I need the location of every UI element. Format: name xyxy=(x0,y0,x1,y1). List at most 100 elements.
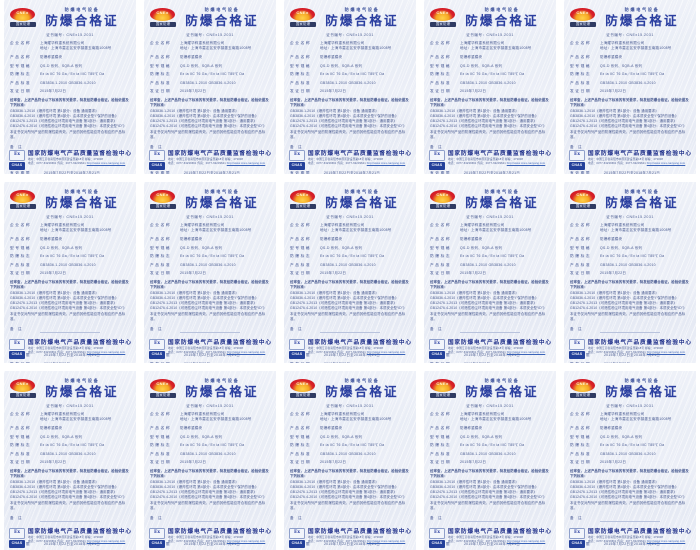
field-value: QS-D 系列、SQB-A 系列 xyxy=(180,63,223,68)
cnas-mark-icon xyxy=(429,540,445,548)
field-row: 产品名称 防爆称重模块 xyxy=(290,426,410,431)
field-row: 发证日期 2015年7月22日 xyxy=(570,271,690,276)
field-value: QS-D 系列、SQB-A 系列 xyxy=(600,63,643,68)
field-label: 防爆标志 xyxy=(10,254,32,259)
field-value-line1: 上海耀华称重系统有限公司 xyxy=(40,41,85,45)
field-label: 防爆标志 xyxy=(430,443,452,448)
certificate-footer: 国家防爆电气产品质量监督检验中心 地址：中国江苏省南阳市中原区建设西路18号 邮… xyxy=(144,150,276,170)
field-row: 型号规格 QS-D 系列、SQB-A 系列 xyxy=(150,435,270,440)
field-row: 防爆标志 Ex ia IIC T6 Ga／Ex ia IIIC T85℃ Da xyxy=(150,443,270,448)
certificate-thumbnail[interactable]: CNEx 国家防爆 防爆电气设备 防爆合格证 证书编号：CNEx15.2031 … xyxy=(560,180,700,369)
field-label: 防爆标志 xyxy=(150,443,172,448)
paragraph-line: GB3836.4-2010《爆炸性环境 第4部分：由本质安全型“i”保护的设备》 xyxy=(10,484,119,489)
certificate-thumbnail[interactable]: CNEx 国家防爆 防爆电气设备 防爆合格证 证书编号：CNEx15.2031 … xyxy=(280,369,420,550)
cnex-logo: CNEx 国家防爆 xyxy=(290,7,316,27)
field-value: GB3836.1-2010 GB3836.4-2010 xyxy=(40,80,96,85)
certificate-number: 证书编号：CNEx15.2031 xyxy=(326,404,374,408)
field-label: 型号规格 xyxy=(430,63,452,68)
field-value: GB3836.1-2010 GB3836.4-2010 xyxy=(320,80,376,85)
paragraph-line: 经审查，上述产品符合以下标准的有关要求，特发给防爆合格证。检验依据及下列标准： xyxy=(150,468,269,479)
certificate-fields: 企业名称 上海耀华称重系统有限公司 地址：上海市嘉定区安亭镇墨玉南路1008号 … xyxy=(430,223,550,277)
remark-row: 备 注 xyxy=(570,516,690,522)
organization-address: 地址：中国江苏省南阳市中原区建设西路18号 邮编：473008 xyxy=(448,536,523,539)
certificate-title: 防爆合格证 xyxy=(185,383,259,399)
certificate-supertitle: 防爆电气设备 xyxy=(344,377,380,383)
field-label: 产品标准 xyxy=(570,262,592,267)
organization-website: http://www.cnex-nanyang.com xyxy=(646,540,686,544)
certificate-thumbnail[interactable]: CNEx 国家防爆 防爆电气设备 防爆合格证 证书编号：CNEx15.2031 … xyxy=(420,0,560,180)
issuing-organization: 国家防爆电气产品质量监督检验中心 xyxy=(308,529,412,535)
certificate-thumbnail[interactable]: CNEx 国家防爆 防爆电气设备 防爆合格证 证书编号：CNEx15.2031 … xyxy=(140,369,280,550)
certificate-thumbnail[interactable]: CNEx 国家防爆 防爆电气设备 防爆合格证 证书编号：CNEx15.2031 … xyxy=(280,180,420,369)
certificate-footer: 国家防爆电气产品质量监督检验中心 地址：中国江苏省南阳市中原区建设西路18号 邮… xyxy=(284,150,416,170)
field-row: 企业名称 上海耀华称重系统有限公司 地址：上海市嘉定区安亭镇墨玉南路1008号 xyxy=(570,412,690,423)
field-value: Ex ia IIC T6 Ga／Ex ia IIIC T85℃ Da xyxy=(600,443,665,448)
field-value: 2015年7月22日 xyxy=(600,89,627,94)
organization-contact: 电话：0377-63239661 传真：0377-63239621 http:/… xyxy=(308,162,412,166)
certificate-thumbnail[interactable]: CNEx 国家防爆 防爆电气设备 防爆合格证 证书编号：CNEx15.2031 … xyxy=(560,369,700,550)
certificate-thumbnail[interactable]: CNEx 国家防爆 防爆电气设备 防爆合格证 证书编号：CNEx15.2031 … xyxy=(560,0,700,180)
organization-contact: 电话：0377-63239661 传真：0377-63239621 http:/… xyxy=(308,351,412,355)
field-value-line2: 地址：上海市嘉定区安亭镇墨玉南路1008号 xyxy=(600,228,672,233)
remark-blank-line xyxy=(460,328,520,333)
remark-label: 备 注 xyxy=(290,145,304,150)
date-label: 有效期限 xyxy=(290,170,312,174)
field-label: 产品标准 xyxy=(150,262,172,267)
paragraph-line: GB3836.1-2010《爆炸性环境 第1部分：设备 通用要求》 xyxy=(290,479,379,484)
contact-phone: 电话：0377-63239661 传真：0377-63239621 xyxy=(28,162,86,166)
certificate-thumbnail[interactable]: CNEx 国家防爆 防爆电气设备 防爆合格证 证书编号：CNEx15.2031 … xyxy=(0,0,140,180)
date-label: 签发日期 xyxy=(430,362,464,363)
certificate-header: CNEx 国家防爆 防爆电气设备 防爆合格证 xyxy=(570,186,690,212)
field-value: 上海耀华称重系统有限公司 地址：上海市嘉定区安亭镇墨玉南路1008号 xyxy=(460,412,550,423)
cnex-emblem-icon: CNEx xyxy=(10,7,35,21)
field-value: QS-D 系列、SQB-A 系列 xyxy=(40,434,83,439)
field-row: 产品标准 GB3836.1-2010 GB3836.4-2010 xyxy=(10,452,130,457)
field-label: 企业名称 xyxy=(150,41,172,45)
certificate-thumbnail[interactable]: CNEx 国家防爆 防爆电气设备 防爆合格证 证书编号：CNEx15.2031 … xyxy=(420,369,560,550)
ex-mark-icon xyxy=(429,150,445,161)
certificate-thumbnail[interactable]: CNEx 国家防爆 防爆电气设备 防爆合格证 证书编号：CNEx15.2031 … xyxy=(0,369,140,550)
certificate-thumbnail[interactable]: CNEx 国家防爆 防爆电气设备 防爆合格证 证书编号：CNEx15.2031 … xyxy=(140,0,280,180)
field-value: GB3836.1-2010 GB3836.4-2010 xyxy=(460,262,516,267)
cnex-emblem-icon: CNEx xyxy=(150,7,175,21)
cnex-mark-text: CNEx xyxy=(296,191,309,197)
certificate-title: 防爆合格证 xyxy=(45,383,119,399)
cnex-mark-text: CNEx xyxy=(156,9,169,15)
organization-website: http://www.cnex-nanyang.com xyxy=(646,162,686,166)
certificate-thumbnail[interactable]: CNEx 国家防爆 防爆电气设备 防爆合格证 证书编号：CNEx15.2031 … xyxy=(0,180,140,369)
paragraph-line: GB12476.1-2013《可燃性粉尘环境用电气设备 第1部分：通用要求》 xyxy=(10,490,118,495)
field-label: 发证日期 xyxy=(570,271,592,276)
certificate-title: 防爆合格证 xyxy=(465,383,539,399)
paragraph-line: GB12476.4-2010《可燃性粉尘环境用电气设备 第4部分：本质安全型“i… xyxy=(290,495,407,500)
field-value: 2015年7月22日 xyxy=(320,460,347,465)
certificate-header: CNEx 国家防爆 防爆电气设备 防爆合格证 xyxy=(10,186,130,212)
field-value: GB3836.1-2010 GB3836.4-2010 xyxy=(600,80,656,85)
field-value: 防爆称重模块 xyxy=(40,55,63,59)
certificate-thumbnail[interactable]: CNEx 国家防爆 防爆电气设备 防爆合格证 证书编号：CNEx15.2031 … xyxy=(140,180,280,369)
issuing-organization: 国家防爆电气产品质量监督检验中心 xyxy=(28,151,132,157)
certificate-footer: 国家防爆电气产品质量监督检验中心 地址：中国江苏省南阳市中原区建设西路18号 邮… xyxy=(144,528,276,548)
cnex-mark-text: CNEx xyxy=(436,380,449,386)
field-value: GB3836.1-2010 GB3836.4-2010 xyxy=(460,451,516,456)
remark-row: 备 注 xyxy=(10,327,130,333)
cnex-emblem-icon: CNEx xyxy=(150,189,175,203)
paragraph-line: GB3836.1-2010《爆炸性环境 第1部分：设备 通用要求》 xyxy=(10,290,99,295)
field-row: 企业名称 上海耀华称重系统有限公司 地址：上海市嘉定区安亭镇墨玉南路1008号 xyxy=(430,223,550,234)
cnex-logo-caption: 国家防爆 xyxy=(150,392,176,398)
field-label: 企业名称 xyxy=(290,41,312,45)
field-label: 企业名称 xyxy=(430,412,452,416)
remark-blank-line xyxy=(600,517,660,522)
certificate-thumbnail[interactable]: CNEx 国家防爆 防爆电气设备 防爆合格证 证书编号：CNEx15.2031 … xyxy=(280,0,420,180)
field-label: 企业名称 xyxy=(570,41,592,45)
certificate-thumbnail[interactable]: CNEx 国家防爆 防爆电气设备 防爆合格证 证书编号：CNEx15.2031 … xyxy=(420,180,560,369)
field-value-line2: 地址：上海市嘉定区安亭镇墨玉南路1008号 xyxy=(600,46,672,51)
field-value: 2015年7月22日 xyxy=(460,460,487,465)
cnex-logo-caption: 国家防爆 xyxy=(430,21,456,27)
field-row: 型号规格 QS-D 系列、SQB-A 系列 xyxy=(570,435,690,440)
field-label: 发证日期 xyxy=(290,271,312,276)
cnex-logo-caption: 国家防爆 xyxy=(570,21,596,27)
field-value: 防爆称重模块 xyxy=(600,426,623,430)
field-row: 发证日期 2015年7月22日 xyxy=(290,271,410,276)
ex-mark-icon xyxy=(289,150,305,161)
certificate-paper: CNEx 国家防爆 防爆电气设备 防爆合格证 证书编号：CNEx15.2031 … xyxy=(424,182,556,363)
